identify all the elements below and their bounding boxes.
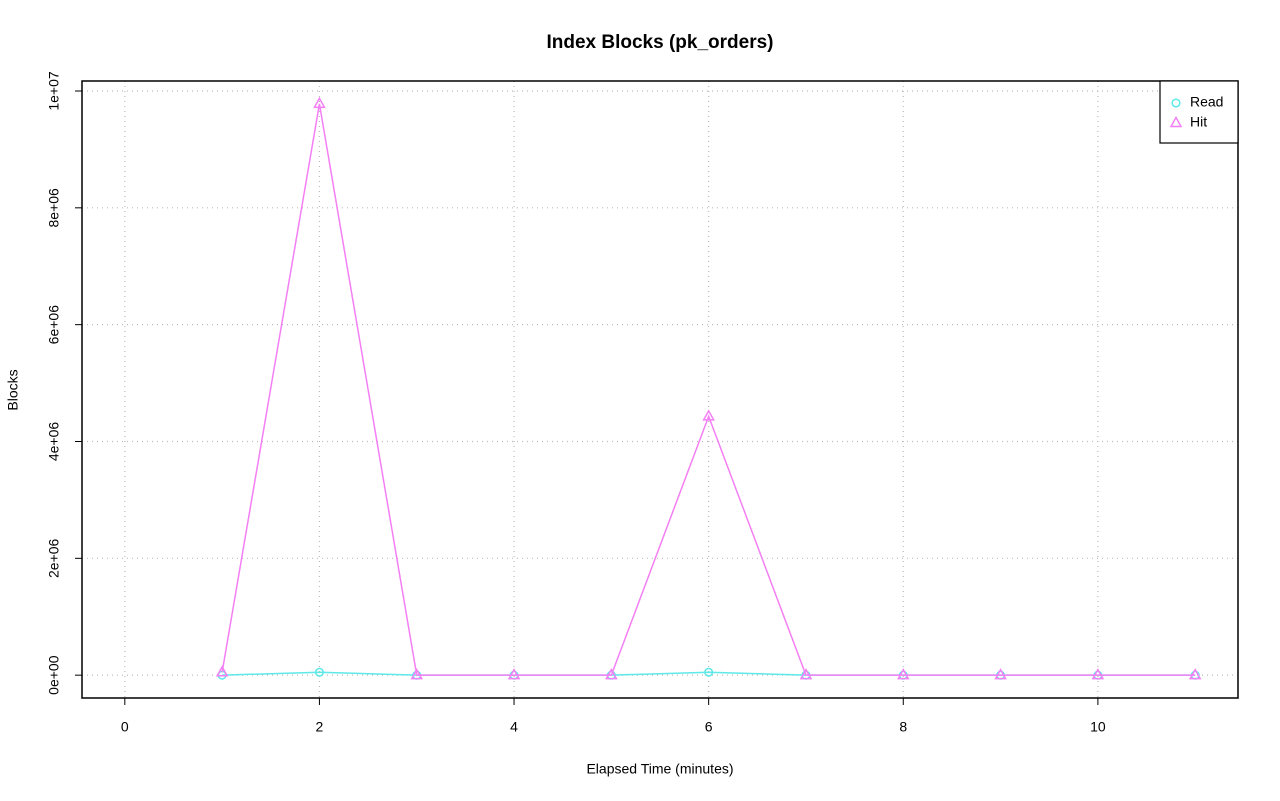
chart-title: Index Blocks (pk_orders)	[546, 32, 773, 53]
legend-label: Hit	[1190, 114, 1207, 130]
x-tick-label: 0	[121, 719, 129, 735]
x-tick-label: 10	[1090, 719, 1106, 735]
y-tick-label: 0e+00	[46, 655, 62, 695]
y-tick-label: 6e+06	[46, 305, 62, 345]
legend-label: Read	[1190, 94, 1223, 110]
marker	[410, 668, 424, 680]
x-axis-label: Elapsed Time (minutes)	[586, 761, 733, 777]
marker	[605, 668, 618, 680]
y-tick-label: 1e+07	[46, 71, 62, 111]
legend-marker	[1171, 98, 1181, 108]
marker	[313, 96, 326, 109]
plot-frame	[81, 80, 1239, 699]
series-line	[221, 103, 1196, 676]
x-tick-label: 6	[705, 719, 713, 735]
marker	[215, 665, 229, 677]
marker	[1188, 668, 1202, 680]
marker	[896, 668, 910, 680]
x-tick-label: 2	[316, 719, 324, 735]
y-tick-label: 2e+06	[46, 538, 62, 578]
y-axis-label: Blocks	[5, 369, 21, 410]
marker	[314, 667, 324, 677]
marker	[704, 667, 714, 677]
legend-box	[1159, 80, 1239, 144]
y-tick-label: 8e+06	[46, 188, 62, 228]
y-tick-label: 4e+06	[46, 422, 62, 462]
marker	[507, 668, 521, 680]
marker	[994, 668, 1007, 680]
x-tick-label: 4	[510, 719, 518, 735]
marker	[1091, 668, 1105, 680]
marker	[702, 409, 715, 421]
x-tick-label: 8	[899, 719, 907, 735]
marker	[799, 668, 813, 680]
legend-marker	[1169, 115, 1183, 128]
